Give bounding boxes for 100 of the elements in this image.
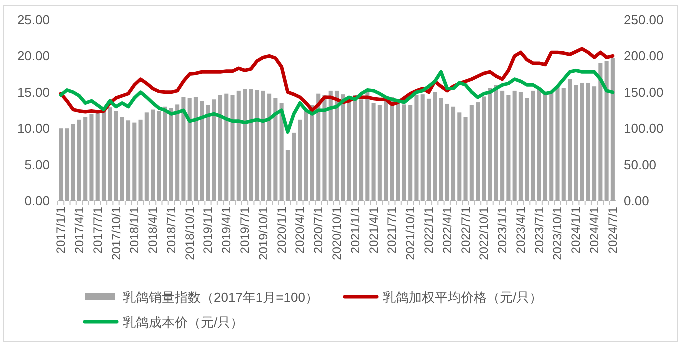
x-tick-label: 2018/10/1 (182, 206, 197, 260)
bar (157, 111, 162, 201)
x-tick-label: 2017/10/1 (109, 206, 124, 260)
bar (212, 100, 216, 201)
x-tick-label: 2024/4/1 (588, 206, 602, 254)
bar (280, 103, 284, 201)
bar (132, 122, 137, 201)
bar (182, 97, 186, 201)
bar (163, 106, 168, 201)
bar (353, 95, 358, 201)
y-tick-label: 15.00 (17, 84, 50, 100)
bar (304, 110, 308, 201)
bar (451, 106, 456, 201)
bar (384, 101, 388, 201)
bar (543, 94, 548, 201)
bar (120, 117, 124, 201)
legend-label: 乳鸽加权平均价格（元/只） (383, 290, 543, 305)
bar (586, 82, 590, 201)
bar (249, 90, 254, 201)
bar (402, 104, 406, 201)
bar (512, 90, 517, 201)
x-tick-label: 2019/1/1 (201, 206, 216, 254)
bar (108, 108, 112, 201)
bar (445, 104, 450, 201)
line-series (59, 68, 615, 134)
bar (322, 95, 327, 201)
bar (537, 88, 542, 201)
bar (464, 117, 468, 201)
bar (500, 90, 505, 201)
legend-label: 乳鸽销量指数（2017年1月=100） (123, 290, 318, 305)
bar (261, 90, 266, 201)
bar (604, 61, 609, 201)
bar (476, 102, 480, 201)
x-tick-label: 2023/1/1 (496, 206, 510, 254)
bar (506, 95, 511, 201)
bar (236, 90, 241, 201)
bar (426, 98, 431, 201)
x-tick-label: 2018/1/1 (128, 206, 142, 254)
bar (144, 112, 149, 201)
bar (390, 97, 394, 201)
y-tick-label: 10.00 (17, 121, 50, 136)
bar (243, 90, 248, 201)
bar (102, 110, 106, 201)
y-tick-label: 5.00 (24, 157, 50, 172)
bar (378, 105, 382, 201)
y2-tick-label: 100.00 (624, 121, 664, 136)
bar (360, 100, 364, 201)
x-tick-label: 2022/10/1 (477, 206, 492, 260)
bar (71, 124, 76, 201)
bar (138, 120, 143, 201)
bar (341, 94, 346, 201)
bar (372, 103, 376, 201)
y2-tick-label: 50.00 (624, 157, 657, 172)
x-tick-label: 2021/1/1 (348, 206, 362, 254)
x-tick-label: 2024/7/1 (606, 206, 620, 254)
x-tick-label: 2017/7/1 (90, 206, 105, 254)
x-tick-label: 2018/4/1 (146, 206, 160, 254)
bar (366, 90, 370, 201)
bar (126, 120, 131, 201)
y2-tick-label: 200.00 (624, 48, 664, 64)
x-tick-label: 2022/4/1 (440, 206, 454, 254)
x-tick-label: 2019/7/1 (238, 206, 252, 254)
bar (568, 79, 572, 201)
bar (84, 117, 88, 201)
bar (598, 63, 603, 201)
bar (230, 95, 235, 201)
bar (96, 112, 100, 201)
x-tick-label: 2020/4/1 (293, 206, 308, 254)
x-tick-label: 2019/4/1 (220, 206, 234, 254)
bar (556, 86, 560, 201)
bar (334, 90, 340, 201)
bar (286, 150, 290, 201)
bar (65, 128, 70, 201)
bar (255, 90, 260, 201)
x-tick-label: 2020/10/1 (330, 206, 344, 260)
x-tick-label: 2023/10/1 (550, 206, 565, 260)
bar (531, 90, 536, 201)
y-tick-label: 20.00 (17, 48, 50, 64)
bar (268, 94, 272, 201)
y-tick-label: 25.00 (17, 12, 50, 28)
bar (310, 105, 314, 201)
y2-tick-label: 150.00 (624, 84, 664, 100)
bar (439, 98, 444, 201)
x-tick-label: 2021/4/1 (366, 206, 381, 254)
bar (550, 92, 554, 201)
bar (316, 94, 321, 201)
bar (206, 105, 210, 201)
bar (610, 58, 615, 201)
x-tick-label: 2021/7/1 (385, 206, 400, 254)
bar (77, 120, 82, 201)
bar (59, 128, 64, 201)
bar (518, 92, 523, 201)
bar (494, 85, 498, 201)
bar (328, 90, 333, 201)
x-tick-label: 2022/7/1 (458, 206, 473, 254)
bar (458, 112, 462, 201)
y2-tick-label: 0.00 (624, 194, 650, 208)
bar (580, 82, 584, 201)
bar (488, 88, 492, 201)
bar (408, 105, 413, 201)
